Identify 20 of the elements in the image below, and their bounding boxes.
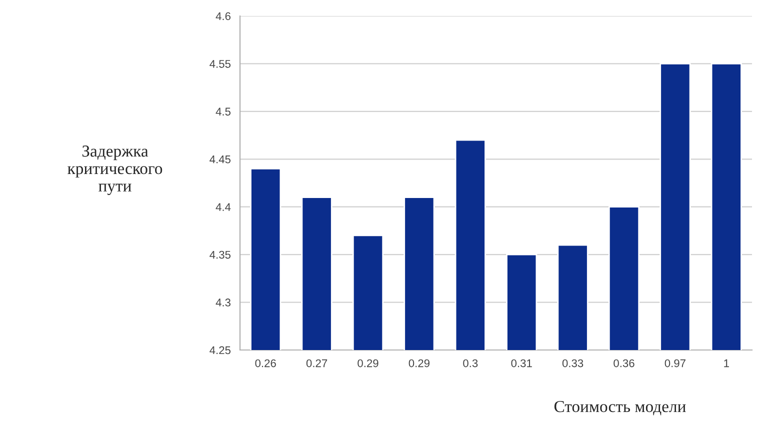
y-tick-label: 4.45 <box>210 156 231 164</box>
x-tick-label: 0.33 <box>562 359 584 368</box>
x-tick-label: 0.97 <box>664 359 686 368</box>
y-tick-label: 4.3 <box>216 298 230 306</box>
x-tick-label: 0.3 <box>463 359 478 368</box>
x-tick-label: 0.36 <box>614 359 634 368</box>
y-tick-label: 4.55 <box>210 60 231 68</box>
y-axis-title: Задержка критического пути <box>68 146 162 196</box>
x-tick-label: 0.26 <box>255 359 276 368</box>
x-tick-label: 0.29 <box>408 359 430 368</box>
y-tick-label: 4.35 <box>210 250 231 259</box>
x-axis-title: Стоимость модели <box>554 400 686 416</box>
y-tick-label: 4.4 <box>216 203 231 211</box>
y-tick-label: 4.25 <box>210 346 231 354</box>
x-tick-label: 0.31 <box>511 359 532 368</box>
x-tick-label: 0.27 <box>306 359 328 368</box>
y-tick-label: 4.6 <box>216 12 230 20</box>
x-tick-label: 1 <box>724 359 729 368</box>
y-tick-label: 4.5 <box>216 108 231 116</box>
x-tick-label: 0.29 <box>358 359 378 368</box>
